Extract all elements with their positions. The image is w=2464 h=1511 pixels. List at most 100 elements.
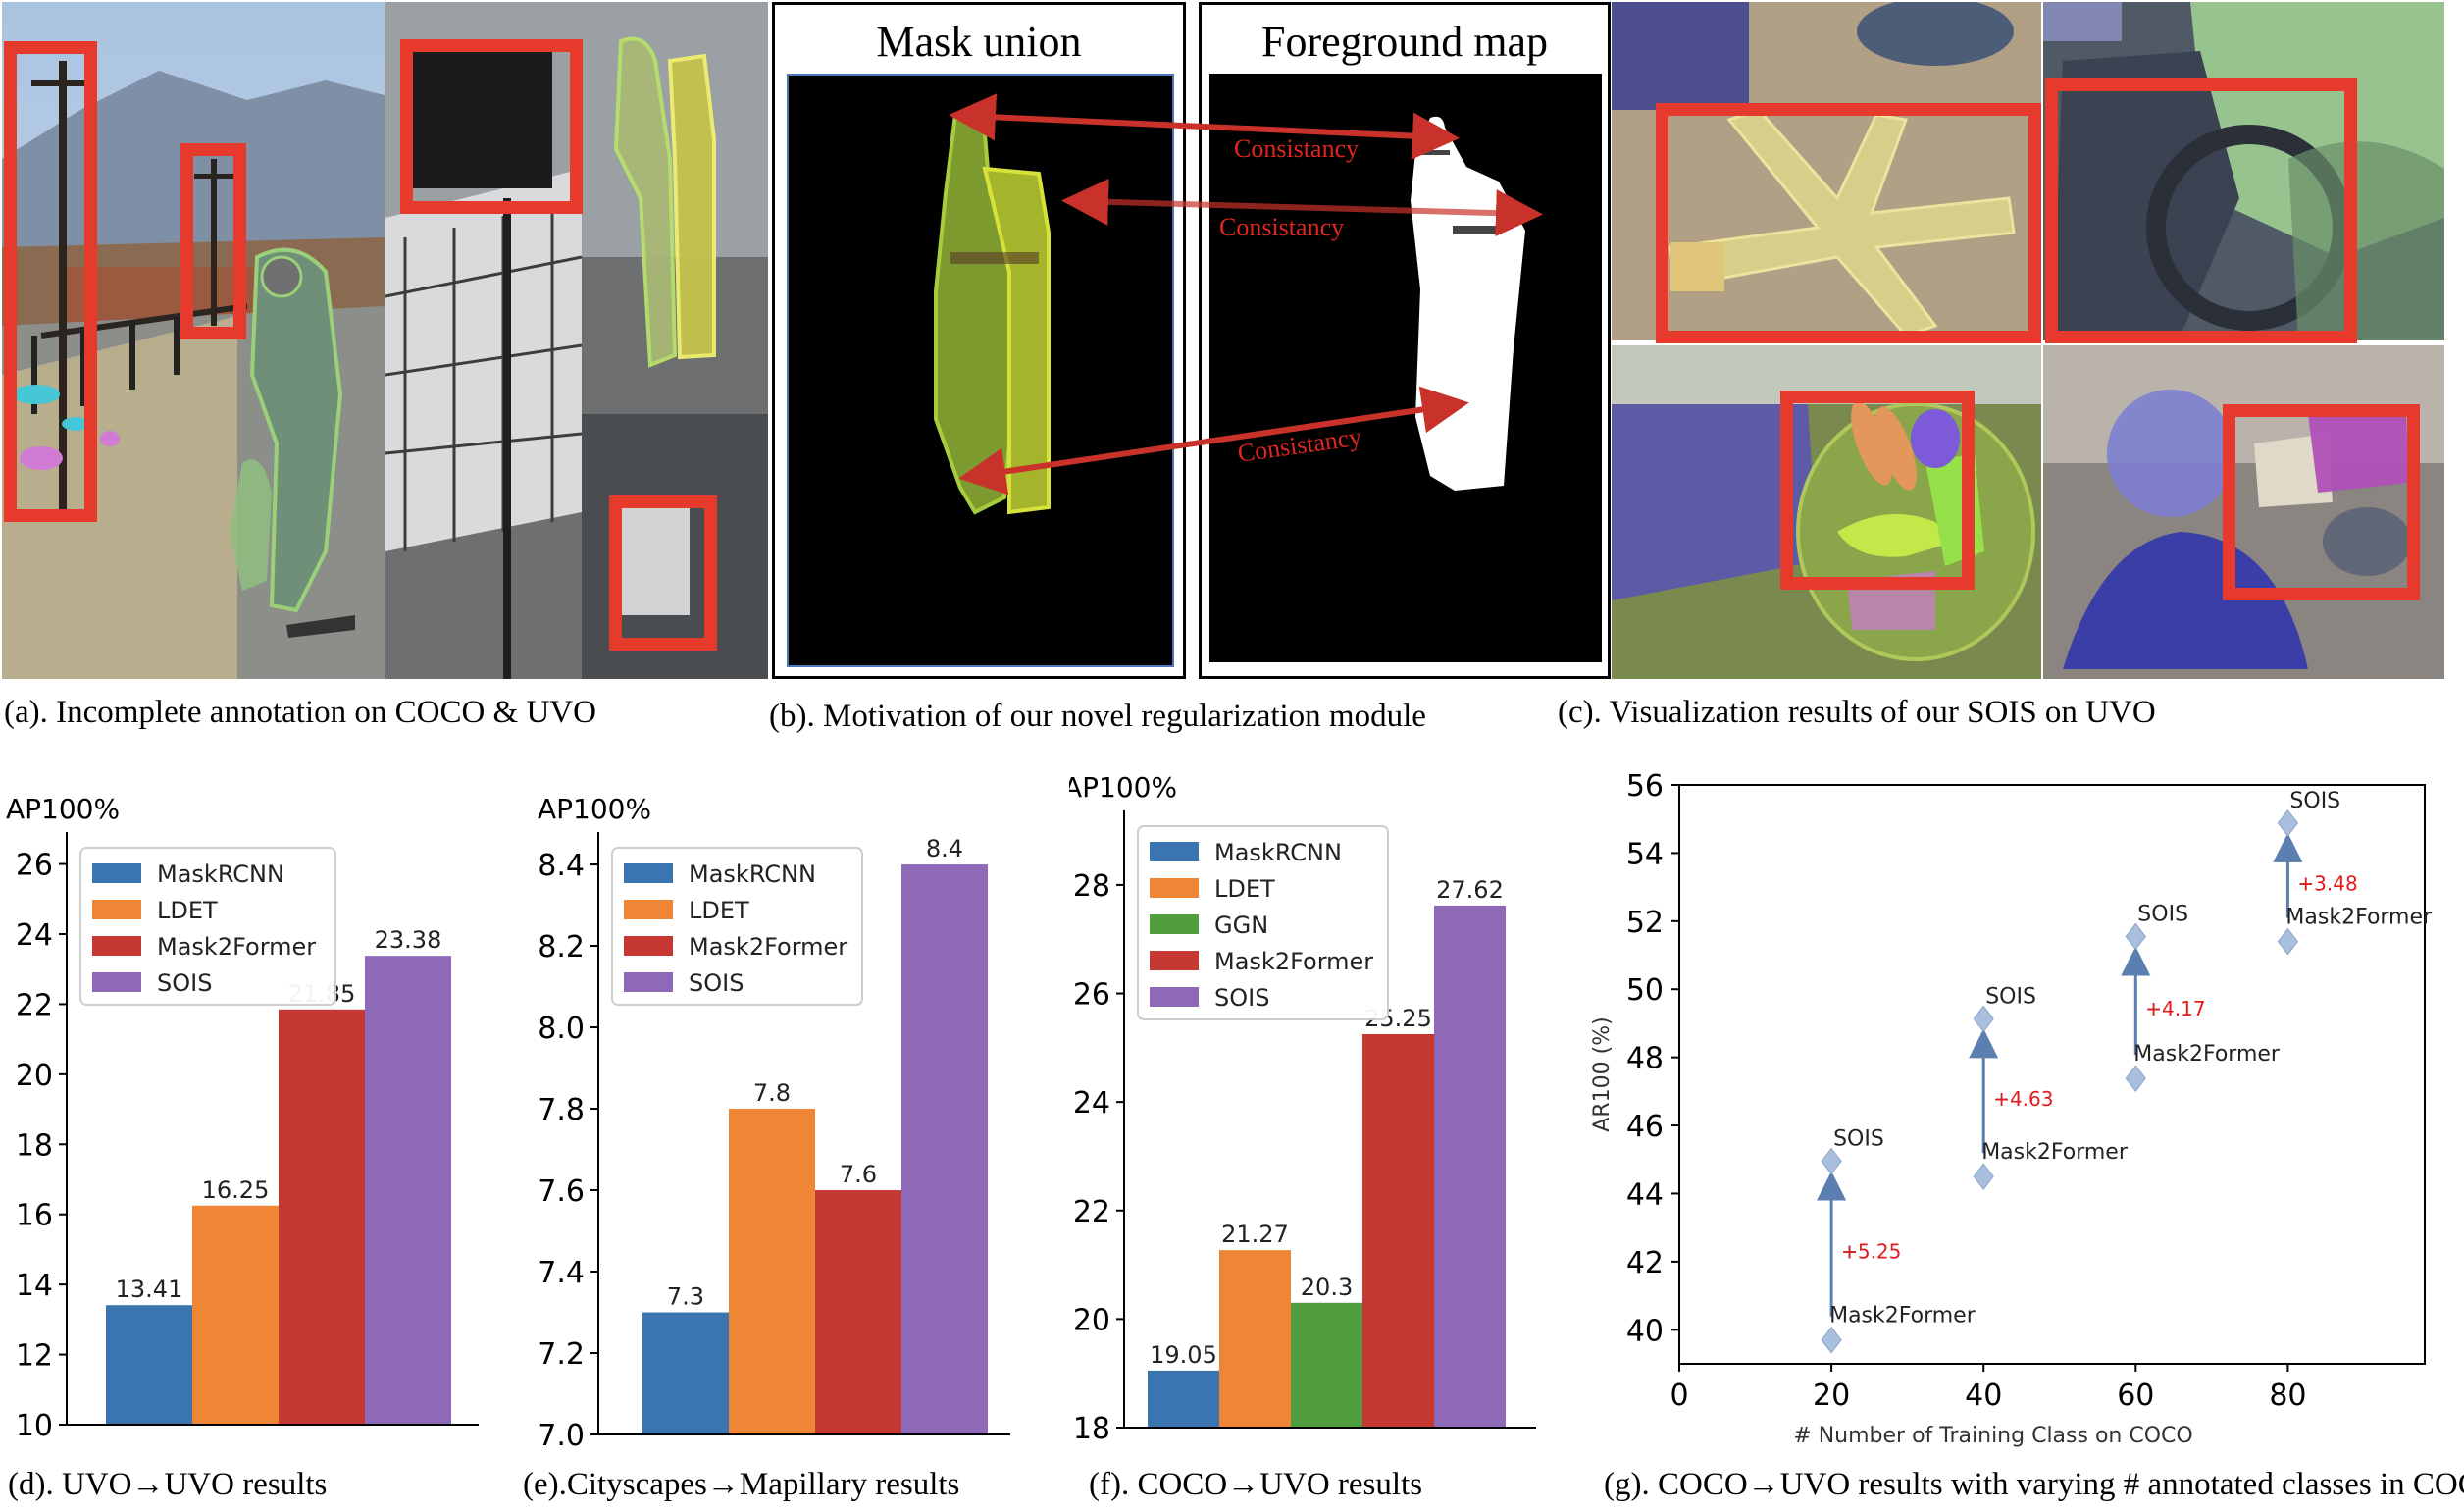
consistency-label-1: Consistancy <box>1234 134 1360 163</box>
legend-label-mask2former: Mask2Former <box>1214 948 1373 975</box>
x-tick-label: 80 <box>2269 1379 2306 1413</box>
bar-mask2former <box>815 1190 901 1434</box>
bar-value-label: 27.62 <box>1436 876 1504 904</box>
mask-union-panel: Mask union <box>772 2 1186 679</box>
legend-label-ggn: GGN <box>1214 912 1268 939</box>
y-axis-label: AP100% <box>1069 771 1177 804</box>
legend-swatch-mask2former <box>92 936 141 956</box>
bar-value-label: 7.6 <box>840 1161 877 1188</box>
point-mask2former <box>2125 1065 2146 1092</box>
bar-value-label: 20.3 <box>1301 1274 1353 1301</box>
consistency-label-2: Consistancy <box>1219 213 1345 241</box>
y-tick-label: 42 <box>1626 1246 1664 1280</box>
bar-sois <box>1434 905 1506 1428</box>
point-sois <box>1821 1147 1842 1175</box>
bar-chart-cityscapes-mapillary: AP100% 7.0 7.2 7.4 7.6 7.8 8.0 8.2 8.4 7.3 7.8 7.6 8… <box>538 793 1010 1452</box>
outdoor-scene <box>2 2 385 679</box>
legend-swatch-ggn <box>1150 914 1199 934</box>
legend-swatch-mask2former <box>624 936 673 956</box>
mask-union-silhouette <box>934 110 1051 515</box>
y-tick-label: 52 <box>1626 906 1664 940</box>
bar-value-label: 23.38 <box>375 926 442 954</box>
legend-label-ldet: LDET <box>689 897 749 924</box>
y-tick-label: 26 <box>1073 978 1110 1013</box>
gain-plus-sign: + <box>2145 997 2162 1020</box>
point-mask2former <box>1973 1163 1994 1190</box>
legend-label-maskrcnn: MaskRCNN <box>157 860 284 888</box>
foreground-map-title: Foreground map <box>1260 18 1549 66</box>
legend-label-maskrcnn: MaskRCNN <box>689 860 816 888</box>
legend-swatch-mask2former <box>1150 951 1199 970</box>
point-label-sois: SOIS <box>2137 902 2188 926</box>
bar-maskrcnn <box>106 1305 192 1425</box>
x-tick-label: 20 <box>1813 1379 1850 1413</box>
gain-label: +4.17 <box>2145 997 2205 1020</box>
bar-maskrcnn <box>1148 1370 1219 1428</box>
y-tick-label: 18 <box>16 1128 53 1163</box>
photo-a-outdoor <box>2 2 385 679</box>
x-tick-label: 60 <box>2117 1379 2154 1413</box>
bar-sois <box>365 956 451 1425</box>
y-tick-label: 40 <box>1626 1314 1664 1348</box>
y-tick-label: 8.0 <box>538 1012 585 1046</box>
caption-g: (g). COCO→UVO results with varying # ann… <box>1604 1467 2464 1502</box>
legend-frame <box>1137 825 1389 1020</box>
bar-ldet <box>192 1205 279 1425</box>
y-tick-label: 20 <box>16 1059 53 1093</box>
y-tick-label: 48 <box>1626 1042 1664 1076</box>
vis-top-right-scene <box>2043 2 2444 340</box>
y-tick-label: 8.2 <box>538 930 585 964</box>
bar-ldet <box>729 1109 815 1434</box>
mask-union-title: Mask union <box>876 18 1082 66</box>
foreground-map-panel: Foreground map <box>1199 2 1611 679</box>
caption-d: (d). UVO→UVO results <box>8 1467 328 1502</box>
legend-swatch-maskrcnn <box>1150 842 1199 861</box>
point-label-mask2former: Mask2Former <box>2133 1042 2281 1067</box>
bar-value-label: 13.41 <box>116 1276 183 1303</box>
caption-f: (f). COCO→UVO results <box>1089 1467 1423 1502</box>
y-tick-label: 7.2 <box>538 1337 585 1372</box>
legend-label-maskrcnn: MaskRCNN <box>1214 839 1342 866</box>
y-axis-label: AP100% <box>538 793 651 825</box>
y-tick-label: 26 <box>16 849 53 883</box>
point-sois <box>1973 1005 1994 1033</box>
y-tick-label: 22 <box>16 988 53 1022</box>
caption-a: (a). Incomplete annotation on COCO & UVO <box>4 695 596 730</box>
gain-plus-sign: + <box>1841 1240 1858 1264</box>
vis-top-right <box>2043 2 2444 340</box>
mask-union-image <box>787 74 1174 667</box>
legend: MaskRCNN LDET Mask2Former SOIS <box>79 847 336 1006</box>
y-tick-label: 28 <box>1073 869 1110 904</box>
y-tick-label: 14 <box>16 1269 53 1303</box>
red-box-speaker <box>400 39 583 214</box>
legend-swatch-maskrcnn <box>92 863 141 883</box>
y-tick-label: 22 <box>1073 1195 1110 1229</box>
legend-label-sois: SOIS <box>1214 984 1269 1012</box>
gain-label: +4.63 <box>1993 1087 2053 1111</box>
y-tick-label: 18 <box>1073 1412 1110 1446</box>
caption-c: (c). Visualization results of our SOIS o… <box>1558 695 2156 730</box>
y-tick-label: 8.4 <box>538 849 585 883</box>
gain-label: +3.48 <box>2297 871 2357 895</box>
x-tick-label: 0 <box>1669 1379 1688 1413</box>
bar-value-label: 7.8 <box>753 1079 791 1107</box>
caption-b: (b). Motivation of our novel regularizat… <box>769 699 1426 734</box>
legend-swatch-maskrcnn <box>624 863 673 883</box>
x-axis-label: # Number of Training Class on COCO <box>1793 1424 2192 1448</box>
legend-label-ldet: LDET <box>157 897 218 924</box>
y-tick-label: 56 <box>1626 769 1664 804</box>
bar-value-label: 16.25 <box>202 1176 270 1204</box>
legend-frame <box>611 847 863 1006</box>
vis-top-left-scene <box>1612 2 2041 340</box>
y-tick-label: 16 <box>16 1199 53 1233</box>
red-box-vis-top-left <box>1656 103 2041 343</box>
red-box-vis-top-right <box>2045 78 2357 343</box>
gain-plus-sign: + <box>1993 1087 2010 1111</box>
point-sois <box>2125 922 2146 951</box>
legend-swatch-ldet <box>1150 878 1199 898</box>
bar-maskrcnn <box>642 1312 729 1434</box>
y-tick-label: 54 <box>1626 837 1664 871</box>
red-box-utility-pole-left <box>4 41 97 522</box>
red-box-vis-bottom-left <box>1780 391 1975 590</box>
point-label-sois: SOIS <box>1985 984 2036 1009</box>
